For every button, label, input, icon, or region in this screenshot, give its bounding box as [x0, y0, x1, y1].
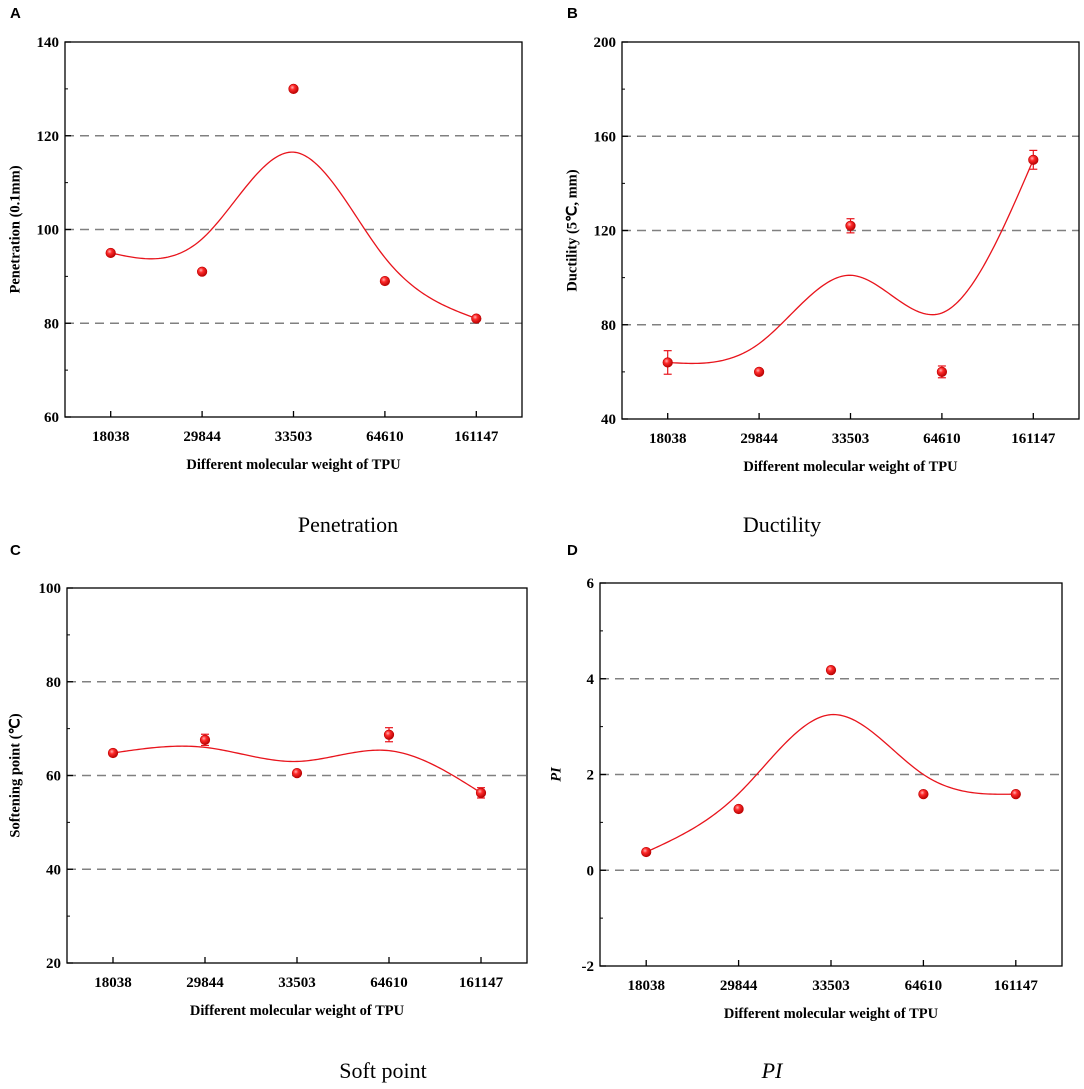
x-tick-label: 33503 — [275, 429, 313, 445]
x-tick-label: 29844 — [720, 978, 758, 994]
y-tick-label: 120 — [37, 129, 60, 145]
fit-curve — [112, 745, 482, 794]
y-tick-label: 80 — [44, 316, 59, 332]
fit-curve — [110, 151, 477, 320]
x-tick-label: 161147 — [1011, 431, 1056, 447]
x-tick-label: 29844 — [186, 975, 224, 991]
data-point — [475, 787, 487, 798]
x-tick-label: 161147 — [454, 429, 499, 445]
fit-curve — [667, 159, 1034, 365]
chart-panel-a: A 60 80 100 120 140 18038 29844 33503 64610 161147… — [7, 5, 523, 537]
x-tick-label: 29844 — [740, 431, 778, 447]
x-axis-label: Different molecular weight of TPU — [190, 1003, 405, 1019]
data-point — [1028, 154, 1039, 165]
y-tick-label: 6 — [587, 576, 595, 592]
y-tick-label: 2 — [587, 768, 595, 784]
y-tick-label: 60 — [46, 769, 61, 785]
data-point — [936, 366, 948, 377]
y-axis-label: Softening point (℃) — [7, 713, 23, 837]
data-point — [288, 83, 299, 94]
y-tick-label: 40 — [601, 412, 616, 428]
data-point — [105, 247, 116, 259]
y-tick-label: 160 — [594, 129, 617, 145]
x-tick-label: 64610 — [923, 431, 961, 447]
data-point — [107, 747, 119, 759]
panel-caption: Soft point — [339, 1058, 426, 1083]
chart-panel-d: D -2 0 2 4 6 18038 29844 33503 64610 161147 Differe… — [548, 542, 1063, 1083]
x-axis-label: Different molecular weight of TPU — [743, 459, 958, 475]
y-tick-label: 200 — [594, 35, 617, 51]
y-tick-label: 100 — [37, 223, 60, 239]
y-tick-label: 4 — [587, 672, 595, 688]
panel-letter: C — [10, 542, 21, 559]
x-tick-label: 33503 — [832, 431, 870, 447]
x-tick-label: 18038 — [649, 431, 687, 447]
x-tick-label: 161147 — [459, 975, 504, 991]
panel-letter: A — [10, 5, 21, 22]
y-tick-label: 40 — [46, 862, 61, 878]
data-point — [471, 313, 482, 324]
panel-caption: PI — [761, 1058, 784, 1083]
data-point — [291, 768, 303, 779]
panel-letter: D — [567, 542, 578, 559]
y-tick-label: 20 — [46, 956, 61, 972]
data-point — [1010, 789, 1021, 800]
y-tick-label: 100 — [39, 581, 62, 597]
y-tick-label: 60 — [44, 410, 59, 426]
data-point — [197, 266, 208, 277]
x-tick-label: 29844 — [183, 429, 221, 445]
y-tick-label: 140 — [37, 35, 60, 51]
data-point — [845, 220, 856, 231]
data-point — [199, 734, 211, 745]
y-tick-label: 0 — [587, 863, 595, 879]
x-axis-label: Different molecular weight of TPU — [724, 1006, 939, 1022]
panel-letter: B — [567, 5, 578, 22]
data-point — [662, 357, 673, 368]
x-tick-label: 64610 — [366, 429, 404, 445]
y-axis-label: Ductility (5℃, mm) — [564, 169, 580, 291]
chart-panel-c: C 20 40 60 80 100 18038 29844 33503 64610 161147 Di… — [7, 542, 528, 1083]
x-tick-label: 18038 — [92, 429, 130, 445]
x-tick-label: 33503 — [278, 975, 316, 991]
fit-curve — [645, 713, 1016, 853]
x-tick-label: 18038 — [627, 978, 665, 994]
panel-caption: Ductility — [743, 512, 821, 537]
x-tick-label: 64610 — [905, 978, 943, 994]
data-point — [753, 366, 765, 377]
panel-caption: Penetration — [298, 512, 398, 537]
data-point — [733, 803, 744, 815]
y-axis-label: PI — [548, 766, 564, 782]
x-tick-label: 64610 — [370, 975, 408, 991]
x-tick-label: 161147 — [994, 978, 1039, 994]
y-tick-label: 80 — [601, 318, 616, 334]
x-axis-label: Different molecular weight of TPU — [186, 457, 401, 473]
data-point — [918, 789, 929, 800]
y-tick-label: -2 — [582, 959, 595, 975]
y-tick-label: 120 — [594, 224, 617, 240]
chart-panel-b: B 40 80 120 160 200 18038 29844 33503 64610 161147… — [564, 5, 1080, 537]
data-point — [383, 729, 395, 740]
y-tick-label: 80 — [46, 675, 61, 691]
x-tick-label: 33503 — [812, 978, 850, 994]
y-axis-label: Penetration (0.1mm) — [7, 165, 23, 293]
data-point — [825, 665, 837, 676]
data-point — [379, 275, 391, 287]
data-point — [641, 846, 652, 858]
x-tick-label: 18038 — [94, 975, 132, 991]
